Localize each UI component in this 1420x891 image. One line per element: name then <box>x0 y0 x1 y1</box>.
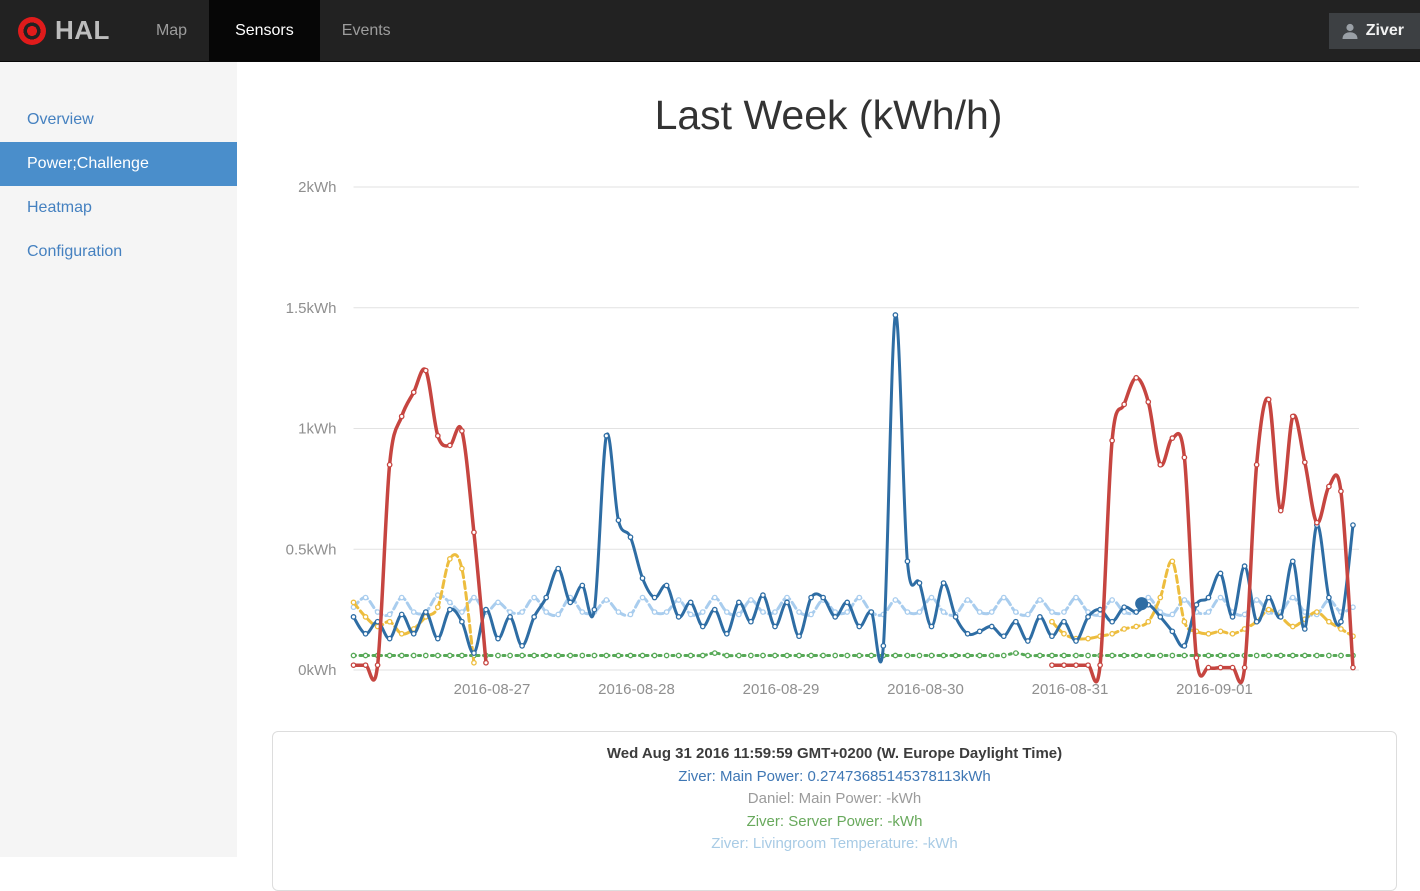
x-tick-label: 2016-09-01 <box>1176 681 1253 698</box>
tooltip-entry-livingroom-temperature: Ziver: Livingroom Temperature: -kWh <box>711 835 958 852</box>
nav-item-map[interactable]: Map <box>155 21 188 39</box>
hal-logo-icon <box>18 16 46 45</box>
tooltip-entry-main-power-ziver: Ziver: Main Power: 0.27473685145378113kW… <box>678 767 991 785</box>
chart-canvas[interactable]: 0kWh 0.5kWh 1kWh 1.5kWh 2kWh 2016-08-27 2016-0… <box>270 170 1380 715</box>
nav-item-sensors[interactable]: Sensors <box>209 0 320 61</box>
sidebar-item-overview[interactable]: Overview <box>27 111 94 128</box>
tooltip-timestamp: Wed Aug 31 2016 11:59:59 GMT+0200 (W. Eu… <box>606 745 1063 762</box>
navbar: HAL Map Sensors Events Ziver <box>0 0 1420 62</box>
y-tick-label: 0.5kWh <box>286 541 337 558</box>
tooltip-entry-server-power: Ziver: Server Power: -kWh <box>746 812 923 830</box>
x-tick-label: 2016-08-29 <box>743 681 820 698</box>
x-tick-label: 2016-08-31 <box>1032 681 1109 698</box>
chart-area: 0kWh 0.5kWh 1kWh 1.5kWh 2kWh 2016-08-27 2016-0… <box>270 170 1380 715</box>
y-tick-label: 0kWh <box>298 662 336 679</box>
main-content: Last Week (kWh/h) 0kWh 0.5kWh 1kWh 1.5kWh 2k… <box>237 62 1420 891</box>
series-line-green-server-power <box>352 651 1355 658</box>
tooltip-entry-main-power-daniel: Daniel: Main Power: -kWh <box>747 790 922 807</box>
nav-items: Map Sensors Events <box>134 0 413 61</box>
sidebar-list: Overview Power;Challenge Heatmap Configu… <box>0 62 237 274</box>
series-line-red-main-power <box>1050 376 1355 685</box>
y-tick-label: 1kWh <box>298 421 336 438</box>
sidebar-item-power-challenge[interactable]: Power;Challenge <box>0 142 237 186</box>
x-tick-label: 2016-08-30 <box>887 681 964 698</box>
page-title: Last Week (kWh/h) <box>654 92 1003 138</box>
user-menu[interactable]: Ziver <box>1328 13 1420 49</box>
username: Ziver <box>1365 22 1404 39</box>
nav-item-events[interactable]: Events <box>341 21 391 39</box>
sidebar: Overview Power;Challenge Heatmap Configu… <box>0 62 237 857</box>
y-tick-label: 1.5kWh <box>286 300 337 317</box>
user-icon <box>1342 23 1358 39</box>
x-tick-label: 2016-08-28 <box>598 681 675 698</box>
x-tick-label: 2016-08-27 <box>454 681 531 698</box>
highlighted-point <box>1135 597 1149 611</box>
sidebar-item-configuration[interactable]: Configuration <box>27 243 123 260</box>
y-tick-label: 2kWh <box>298 179 336 196</box>
brand[interactable]: HAL <box>0 0 134 61</box>
brand-title: HAL <box>55 15 110 45</box>
sidebar-item-heatmap[interactable]: Heatmap <box>27 199 92 216</box>
tooltip-panel: Wed Aug 31 2016 11:59:59 GMT+0200 (W. Eu… <box>272 731 1397 891</box>
series-line-blue-main-power <box>352 313 1355 664</box>
